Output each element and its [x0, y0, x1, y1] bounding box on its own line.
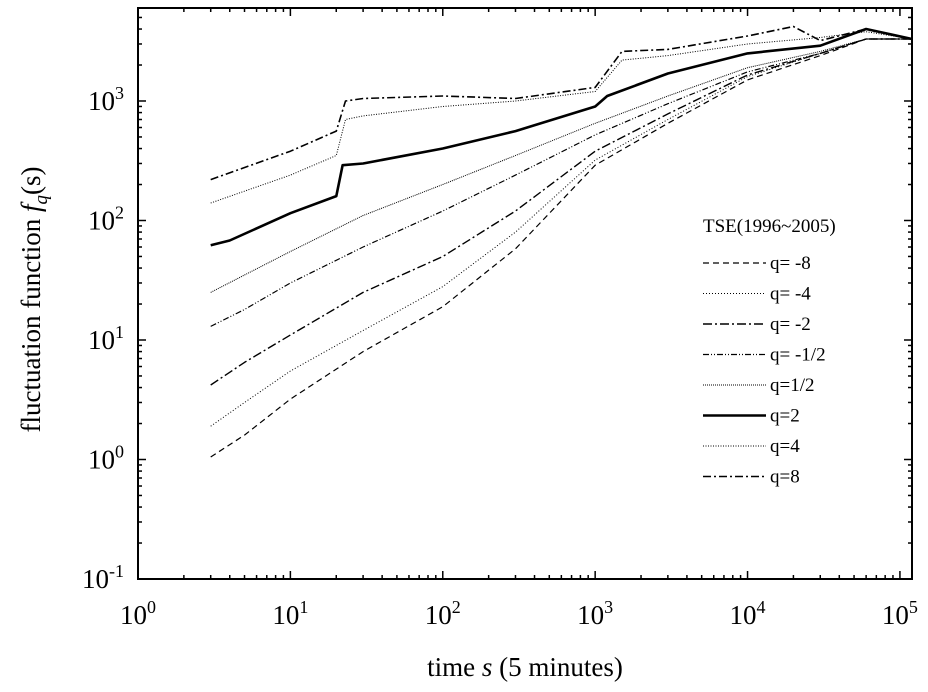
legend-label: q= -2 [770, 314, 811, 335]
x-tick-label-exponent: 3 [604, 597, 613, 617]
series-line-1 [210, 38, 912, 458]
legend-label: q=2 [770, 406, 800, 427]
series-line-5 [210, 38, 912, 293]
y-tick-label-exponent: 2 [115, 202, 124, 222]
y-tick-label-base: 10 [82, 564, 109, 594]
y-tick-label-base: 10 [88, 444, 115, 474]
y-axis-label: fluctuation function fq(s) [16, 167, 52, 433]
legend-title: TSE(1996~2005) [703, 216, 836, 237]
y-tick-label-base: 10 [88, 325, 115, 355]
y-tick-label: 103 [88, 83, 124, 116]
y-axis-label-variable: f [16, 201, 46, 212]
series-line-6 [210, 27, 913, 247]
x-tick-label: 105 [882, 597, 918, 630]
series-line-8 [210, 25, 913, 181]
x-tick-label: 102 [425, 597, 461, 630]
y-tick-label: 102 [88, 202, 124, 235]
series-line-7 [210, 31, 913, 204]
y-tick-label: 100 [88, 441, 124, 474]
x-tick-label-base: 10 [425, 600, 452, 630]
series-line-4 [210, 38, 912, 327]
legend-label: q= -4 [770, 284, 811, 305]
y-tick-label-exponent: 1 [115, 322, 124, 342]
x-tick-label: 104 [730, 597, 766, 630]
y-tick-label-base: 10 [88, 205, 115, 235]
y-tick-label-exponent: 3 [115, 83, 124, 103]
x-axis-label-variable: s [482, 652, 493, 682]
x-tick-label-exponent: 4 [757, 597, 766, 617]
legend: TSE(1996~2005) q= -8 q= -4 q= -2 q= -1/2 q=1… [703, 216, 836, 488]
x-axis-label-text: time [427, 652, 482, 682]
y-axis-label-arg: (s) [16, 167, 46, 196]
x-tick-label: 101 [272, 597, 308, 630]
y-tick-label-exponent: 0 [115, 441, 124, 461]
x-tick-label-exponent: 5 [909, 597, 918, 617]
x-axis-label-unit: (5 minutes) [492, 652, 622, 682]
series-layer [210, 25, 913, 458]
x-tick-label-base: 10 [120, 600, 147, 630]
y-axis-label-text: fluctuation function [16, 212, 46, 432]
y-tick-label: 101 [88, 322, 124, 355]
y-tick-label: 10-1 [82, 561, 124, 594]
y-tick-label-base: 10 [88, 86, 115, 116]
x-tick-label-base: 10 [882, 600, 909, 630]
x-tick-label-exponent: 0 [147, 597, 156, 617]
x-tick-label-exponent: 1 [299, 597, 308, 617]
legend-label: q= -8 [770, 253, 811, 274]
x-tick-label: 103 [577, 597, 613, 630]
legend-label: q= -1/2 [770, 345, 826, 366]
legend-label: q=8 [770, 467, 800, 488]
series-line-2 [210, 38, 912, 427]
x-tick-label-base: 10 [577, 600, 604, 630]
legend-label: q=4 [770, 436, 800, 457]
plot-frame [137, 7, 913, 580]
x-tick-label: 100 [120, 597, 156, 630]
x-axis-label: time s (5 minutes) [427, 652, 623, 682]
legend-label: q=1/2 [770, 375, 815, 396]
y-tick-label-exponent: -1 [109, 561, 124, 581]
x-tick-label-exponent: 2 [452, 597, 461, 617]
x-tick-label-base: 10 [272, 600, 299, 630]
x-tick-label-base: 10 [730, 600, 757, 630]
y-axis-label-subscript: q [31, 195, 52, 205]
